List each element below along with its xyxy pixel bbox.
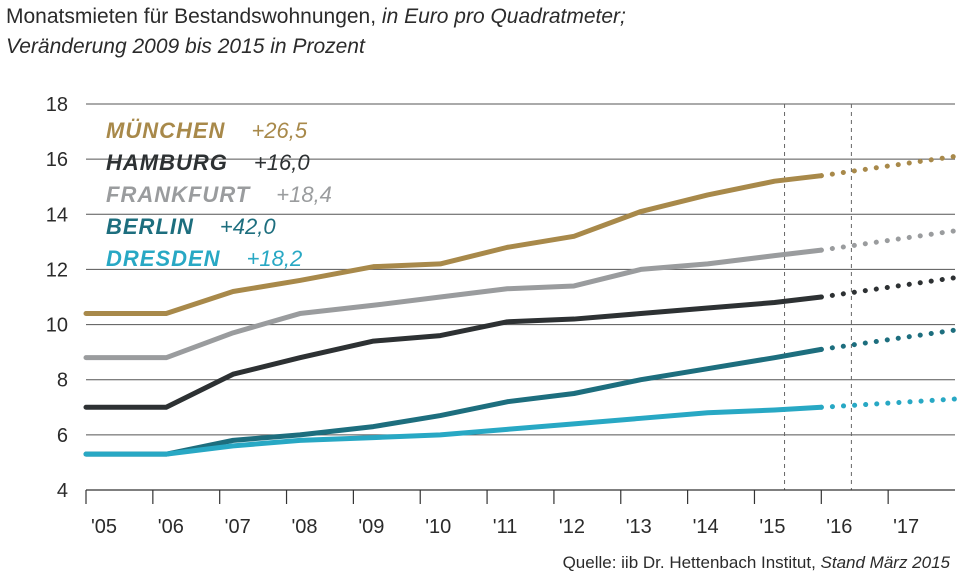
forecast-line-dresden [818, 396, 958, 410]
y-tick-label-6: 6 [57, 425, 68, 447]
x-tick-label-1: '06 [158, 516, 184, 538]
x-tick-label-5: '10 [425, 516, 451, 538]
axes: 4 6 8 10 12 14 16 18 '05 '06 '07 '08 '09 '10 '11 '12 '13… [46, 94, 955, 538]
series-line-berlin [83, 346, 824, 457]
y-tick-label-14: 14 [46, 204, 68, 226]
y-tick-label-12: 12 [46, 259, 68, 281]
forecast-markers [784, 104, 852, 490]
legend-change-münchen: +26,5 [251, 118, 307, 143]
x-tick-label-8: '13 [626, 516, 652, 538]
legend-change-frankfurt: +18,4 [276, 182, 332, 207]
legend-name-frankfurt: FRANKFURT [106, 182, 251, 207]
forecast-line-hamburg [818, 275, 958, 300]
series-line-frankfurt [83, 247, 824, 361]
y-tick-label-18: 18 [46, 94, 68, 116]
y-tick-label-4: 4 [57, 480, 68, 502]
legend-name-berlin: BERLIN [106, 214, 194, 239]
y-tick-label-16: 16 [46, 149, 68, 171]
legend-change-dresden: +18,2 [247, 246, 303, 271]
legend-name-dresden: DRESDEN [106, 246, 221, 271]
forecast-line-frankfurt [818, 228, 958, 253]
x-tick-label-0: '05 [91, 516, 117, 538]
legend-name-hamburg: HAMBURG [106, 150, 228, 175]
series-line-hamburg [83, 294, 824, 410]
title-main: Monatsmieten für Bestandswohnungen, [6, 5, 377, 28]
x-tick-label-4: '09 [358, 516, 384, 538]
x-tick-label-9: '14 [693, 516, 719, 538]
x-tick-label-10: '15 [759, 516, 785, 538]
legend-name-münchen: MÜNCHEN [106, 118, 226, 143]
x-tick-label-11: '16 [826, 516, 852, 538]
series-line-münchen [83, 173, 824, 317]
source-prefix: Quelle: iib Dr. Hettenbach Institut, [562, 553, 821, 572]
legend-change-hamburg: +16,0 [254, 150, 310, 175]
x-tick-label-2: '07 [225, 516, 251, 538]
gridlines [86, 103, 955, 436]
legend-change-berlin: +42,0 [220, 214, 276, 239]
source-note: Quelle: iib Dr. Hettenbach Institut, Sta… [563, 553, 950, 573]
series-lines [83, 153, 958, 457]
series-line-dresden [83, 404, 824, 457]
title-unit: in Euro pro Quadratmeter; [376, 5, 626, 28]
y-tick-label-10: 10 [46, 315, 68, 337]
forecast-line-münchen [818, 153, 958, 179]
x-tick-label-3: '08 [291, 516, 317, 538]
x-tick-label-7: '12 [559, 516, 585, 538]
chart-title: Monatsmieten für Bestandswohnungen, in E… [6, 2, 626, 62]
source-date: Stand März 2015 [820, 553, 950, 572]
chart-subtitle: Veränderung 2009 bis 2015 in Prozent [6, 35, 365, 58]
forecast-line-berlin [818, 327, 958, 352]
y-tick-label-8: 8 [57, 370, 68, 392]
x-tick-label-12: '17 [893, 516, 919, 538]
x-tick-label-6: '11 [493, 516, 518, 538]
